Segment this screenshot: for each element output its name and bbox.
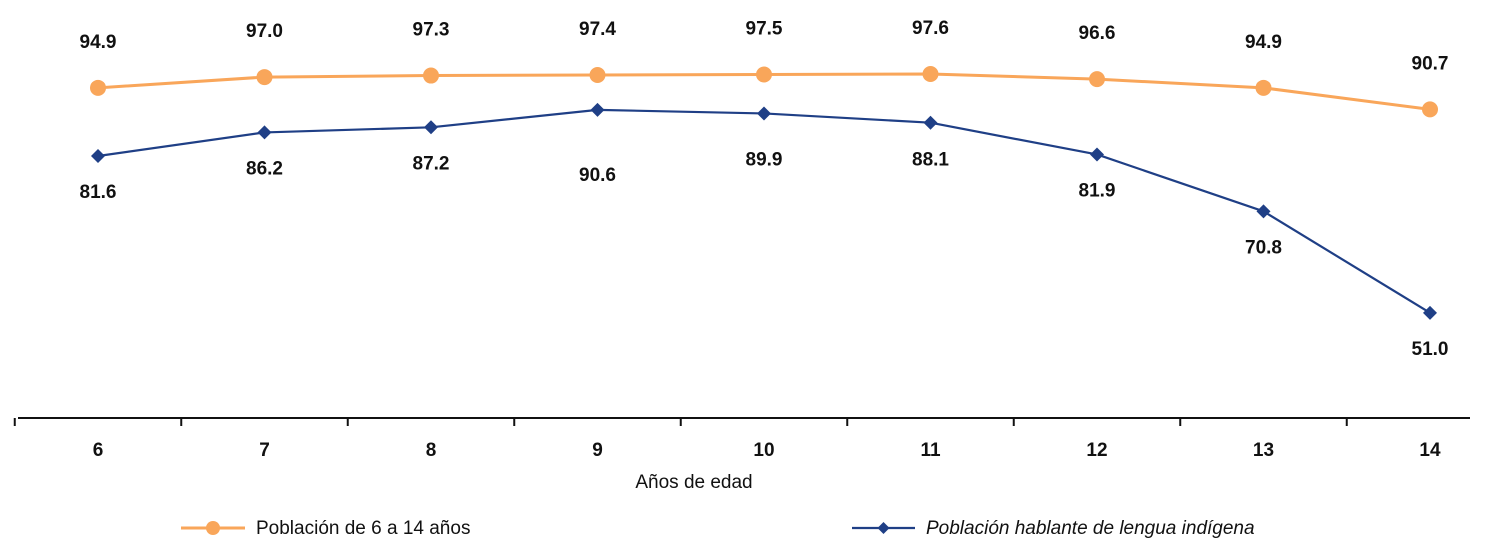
data-label-indigenous-language: 70.8	[1245, 237, 1282, 258]
x-tick-label: 11	[920, 440, 941, 461]
series-point-indigenous-language	[590, 102, 605, 117]
legend-label-population-6-14: Población de 6 a 14 años	[256, 518, 470, 539]
series-point-population-6-14	[90, 79, 106, 96]
data-label-indigenous-language: 81.9	[1079, 180, 1116, 201]
data-label-population-6-14: 96.6	[1079, 23, 1116, 44]
data-label-indigenous-language: 81.6	[80, 182, 117, 203]
series-line-indigenous-language	[96, 108, 1432, 314]
data-label-population-6-14: 97.0	[246, 21, 283, 42]
legend-label-indigenous-language: Población hablante de lengua indígena	[926, 518, 1255, 539]
series-point-population-6-14	[1255, 79, 1272, 96]
data-label-indigenous-language: 89.9	[746, 149, 783, 170]
series-point-population-6-14	[256, 69, 273, 86]
data-label-population-6-14: 94.9	[80, 32, 117, 53]
series-point-population-6-14	[1422, 101, 1438, 118]
x-tick-label: 7	[259, 440, 270, 461]
x-tick-label: 10	[753, 440, 774, 461]
series-point-population-6-14	[589, 67, 606, 84]
x-axis-title: Años de edad	[635, 472, 752, 493]
series-point-population-6-14	[423, 67, 439, 84]
x-tick-label: 8	[426, 440, 437, 461]
legend-item-indigenous-language: Población hablante de lengua indígena	[852, 518, 1255, 539]
series-point-indigenous-language	[1256, 204, 1271, 219]
data-label-indigenous-language: 87.2	[413, 153, 450, 174]
data-label-indigenous-language: 51.0	[1412, 339, 1449, 360]
series-point-indigenous-language	[424, 120, 438, 135]
data-label-population-6-14: 94.9	[1245, 32, 1282, 53]
data-label-indigenous-language: 88.1	[912, 150, 949, 171]
series-point-indigenous-language	[757, 106, 771, 121]
series-point-indigenous-language	[91, 149, 105, 163]
data-label-indigenous-language: 86.2	[246, 158, 283, 179]
data-label-population-6-14: 97.3	[413, 20, 450, 41]
x-tick-label: 9	[592, 440, 603, 461]
data-label-population-6-14: 97.5	[746, 19, 783, 40]
series-point-indigenous-language	[1423, 305, 1437, 320]
data-label-population-6-14: 90.7	[1412, 53, 1449, 74]
axis-layer: Años de edad 6 7 8 9 10 11 12 13 14	[13, 417, 1470, 493]
legend-marker-indigenous-language	[877, 522, 890, 534]
x-tick-label: 13	[1253, 440, 1274, 461]
legend-marker-population-6-14	[206, 521, 220, 535]
series-point-indigenous-language	[257, 125, 272, 140]
x-tick-label: 12	[1086, 440, 1107, 461]
data-label-layer: 94.9 97.0 97.3 97.4 97.5 97.6 96.6 94.9 90.7 81.6…	[80, 18, 1449, 360]
series-layer	[90, 66, 1438, 320]
x-tick-label: 14	[1419, 440, 1441, 461]
data-label-indigenous-language: 90.6	[579, 165, 616, 186]
data-label-population-6-14: 97.6	[912, 18, 949, 39]
series-point-indigenous-language	[923, 115, 938, 130]
data-label-population-6-14: 97.4	[579, 19, 616, 40]
legend-item-population-6-14: Población de 6 a 14 años	[181, 518, 470, 539]
series-point-population-6-14	[922, 66, 939, 82]
series-point-indigenous-language	[1090, 147, 1104, 162]
x-tick-label: 6	[93, 440, 104, 461]
series-point-population-6-14	[1089, 71, 1105, 88]
series-point-population-6-14	[756, 66, 772, 83]
legend: Población de 6 a 14 años Población hablan…	[181, 518, 1255, 539]
